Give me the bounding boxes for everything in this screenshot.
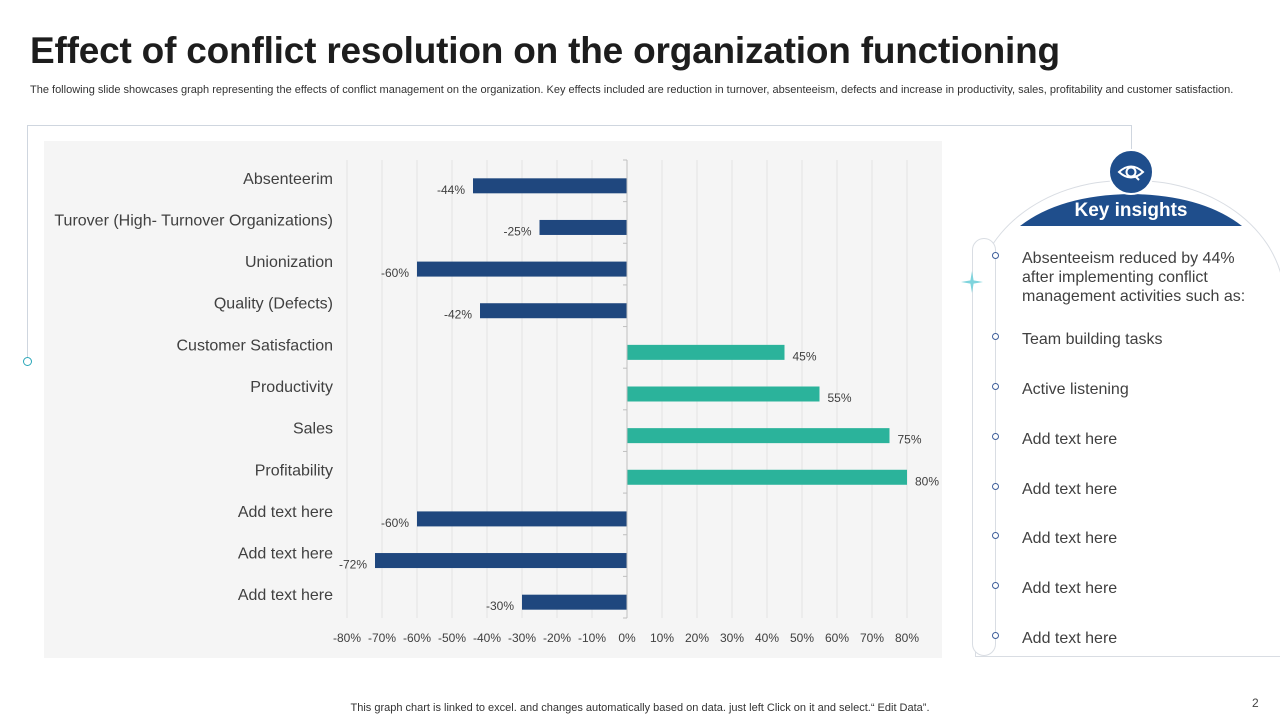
x-tick-label: -70% <box>368 631 396 645</box>
x-tick-label: 20% <box>685 631 709 645</box>
x-tick-label: 60% <box>825 631 849 645</box>
frame-dot-ornament <box>23 357 32 366</box>
bar[interactable] <box>627 344 785 360</box>
frame-divider-top <box>27 125 1132 126</box>
category-label: Quality (Defects) <box>214 296 333 313</box>
x-tick-label: -40% <box>473 631 501 645</box>
bar[interactable] <box>473 178 627 194</box>
bar[interactable] <box>375 553 627 569</box>
x-tick-label: 0% <box>618 631 636 645</box>
frame-divider-left <box>27 125 28 357</box>
bar[interactable] <box>627 428 890 444</box>
data-label: -60% <box>381 516 409 530</box>
category-label: Customer Satisfaction <box>176 337 333 354</box>
data-label: 55% <box>828 391 852 405</box>
x-tick-label: -30% <box>508 631 536 645</box>
bar[interactable] <box>417 511 627 527</box>
category-label: Turover (High- Turnover Organizations) <box>54 212 333 229</box>
bullet-dot-icon <box>992 632 999 639</box>
data-label: 45% <box>793 349 817 363</box>
data-label: -42% <box>444 308 472 322</box>
x-tick-label: -80% <box>333 631 361 645</box>
insights-panel-baseline <box>975 656 1280 657</box>
page-subtitle: The following slide showcases graph repr… <box>30 84 1234 96</box>
x-tick-label: 40% <box>755 631 779 645</box>
insight-text[interactable]: Add text here <box>1022 431 1118 448</box>
bullet-dot-icon <box>992 483 999 490</box>
bar[interactable] <box>522 594 627 610</box>
page-title: Effect of conflict resolution on the org… <box>30 30 1060 71</box>
bullet-dot-icon <box>992 333 999 340</box>
category-label: Unionization <box>245 254 333 271</box>
category-label: Add text here <box>238 546 333 563</box>
frame-divider-right <box>1131 125 1132 151</box>
x-tick-label: 80% <box>895 631 919 645</box>
chart-panel[interactable]: Absenteerim -44% Turover (High- Turnover O… <box>44 141 942 658</box>
bar[interactable] <box>417 261 627 277</box>
bar[interactable] <box>627 386 820 402</box>
insight-text[interactable]: Add text here <box>1022 481 1118 498</box>
x-tick-label: -50% <box>438 631 466 645</box>
bullet-dot-icon <box>992 383 999 390</box>
insights-header: Key insights <box>1020 193 1242 226</box>
category-label: Sales <box>293 421 333 438</box>
x-tick-label: -60% <box>403 631 431 645</box>
sparkle-icon <box>961 271 983 293</box>
insight-text[interactable]: Add text here <box>1022 630 1118 647</box>
footer-text: This graph chart is linked to excel. and… <box>350 702 930 714</box>
data-label: -30% <box>486 599 514 613</box>
insight-text[interactable]: Team building tasks <box>1022 331 1163 348</box>
x-tick-label: -10% <box>578 631 606 645</box>
insight-text[interactable]: Add text here <box>1022 580 1118 597</box>
category-label: Productivity <box>250 379 333 396</box>
category-label: Profitability <box>255 462 333 479</box>
category-label: Add text here <box>238 504 333 521</box>
data-label: -60% <box>381 266 409 280</box>
category-label: Add text here <box>238 587 333 604</box>
bar[interactable] <box>539 219 628 235</box>
bullet-dot-icon <box>992 532 999 539</box>
bullet-dot-icon <box>992 582 999 589</box>
category-label: Absenteerim <box>243 171 333 188</box>
data-label: 80% <box>915 474 939 488</box>
data-label: 75% <box>898 433 922 447</box>
x-tick-label: 50% <box>790 631 814 645</box>
x-tick-label: 70% <box>860 631 884 645</box>
x-tick-label: 10% <box>650 631 674 645</box>
data-label: -25% <box>503 224 531 238</box>
insights-title: Key insights <box>1074 200 1188 221</box>
insight-text[interactable]: Active listening <box>1022 381 1129 398</box>
footer-note: This graph chart is linked to excel. and… <box>0 702 1280 714</box>
insight-text[interactable]: Absenteeism reduced by 44% after impleme… <box>1022 250 1246 305</box>
insight-text[interactable]: Add text here <box>1022 530 1118 547</box>
eye-insight-icon <box>1108 149 1154 195</box>
bullet-dot-icon <box>992 433 999 440</box>
insights-bullet-track <box>972 238 996 656</box>
bar-chart[interactable]: Absenteerim -44% Turover (High- Turnover O… <box>44 141 942 658</box>
bar[interactable] <box>627 469 907 485</box>
bullet-dot-icon <box>992 252 999 259</box>
x-tick-label: 30% <box>720 631 744 645</box>
data-label: -72% <box>339 558 367 572</box>
data-label: -44% <box>437 183 465 197</box>
bar[interactable] <box>480 303 627 319</box>
page-number: 2 <box>1252 696 1259 710</box>
x-tick-label: -20% <box>543 631 571 645</box>
